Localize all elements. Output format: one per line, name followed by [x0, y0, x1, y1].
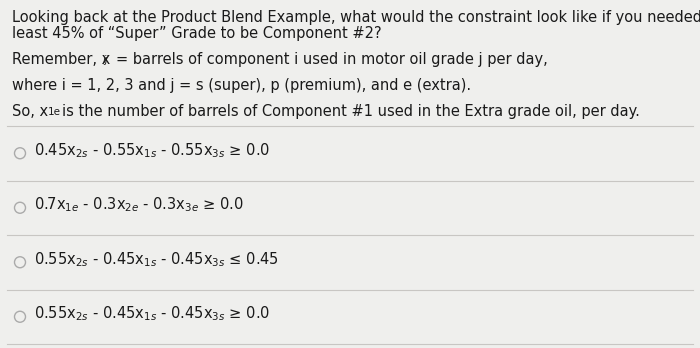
- Text: So, x: So, x: [12, 104, 48, 119]
- Text: is the number of barrels of Component #1 used in the Extra grade oil, per day.: is the number of barrels of Component #1…: [62, 104, 640, 119]
- Text: Remember, x: Remember, x: [12, 52, 111, 67]
- Text: Looking back at the Product Blend Example, what would the constraint look like i: Looking back at the Product Blend Exampl…: [12, 10, 700, 25]
- Text: 0.55x$_{2s}$ - 0.45x$_{1s}$ - 0.45x$_{3s}$ ≥ 0.0: 0.55x$_{2s}$ - 0.45x$_{1s}$ - 0.45x$_{3s…: [34, 304, 270, 323]
- Text: where i = 1, 2, 3 and j = s (super), p (premium), and e (extra).: where i = 1, 2, 3 and j = s (super), p (…: [12, 78, 471, 93]
- Text: least 45% of “Super” Grade to be Component #2?: least 45% of “Super” Grade to be Compone…: [12, 26, 382, 41]
- Text: 0.45x$_{2s}$ - 0.55x$_{1s}$ - 0.55x$_{3s}$ ≥ 0.0: 0.45x$_{2s}$ - 0.55x$_{1s}$ - 0.55x$_{3s…: [34, 141, 270, 160]
- Text: = barrels of component i used in motor oil grade j per day,: = barrels of component i used in motor o…: [116, 52, 547, 67]
- Text: ij: ij: [103, 55, 108, 65]
- Text: 0.55x$_{2s}$ - 0.45x$_{1s}$ - 0.45x$_{3s}$ ≤ 0.45: 0.55x$_{2s}$ - 0.45x$_{1s}$ - 0.45x$_{3s…: [34, 250, 279, 269]
- Text: 0.7x$_{1e}$ - 0.3x$_{2e}$ - 0.3x$_{3e}$ ≥ 0.0: 0.7x$_{1e}$ - 0.3x$_{2e}$ - 0.3x$_{3e}$ …: [34, 195, 244, 214]
- Text: 1e: 1e: [48, 107, 61, 117]
